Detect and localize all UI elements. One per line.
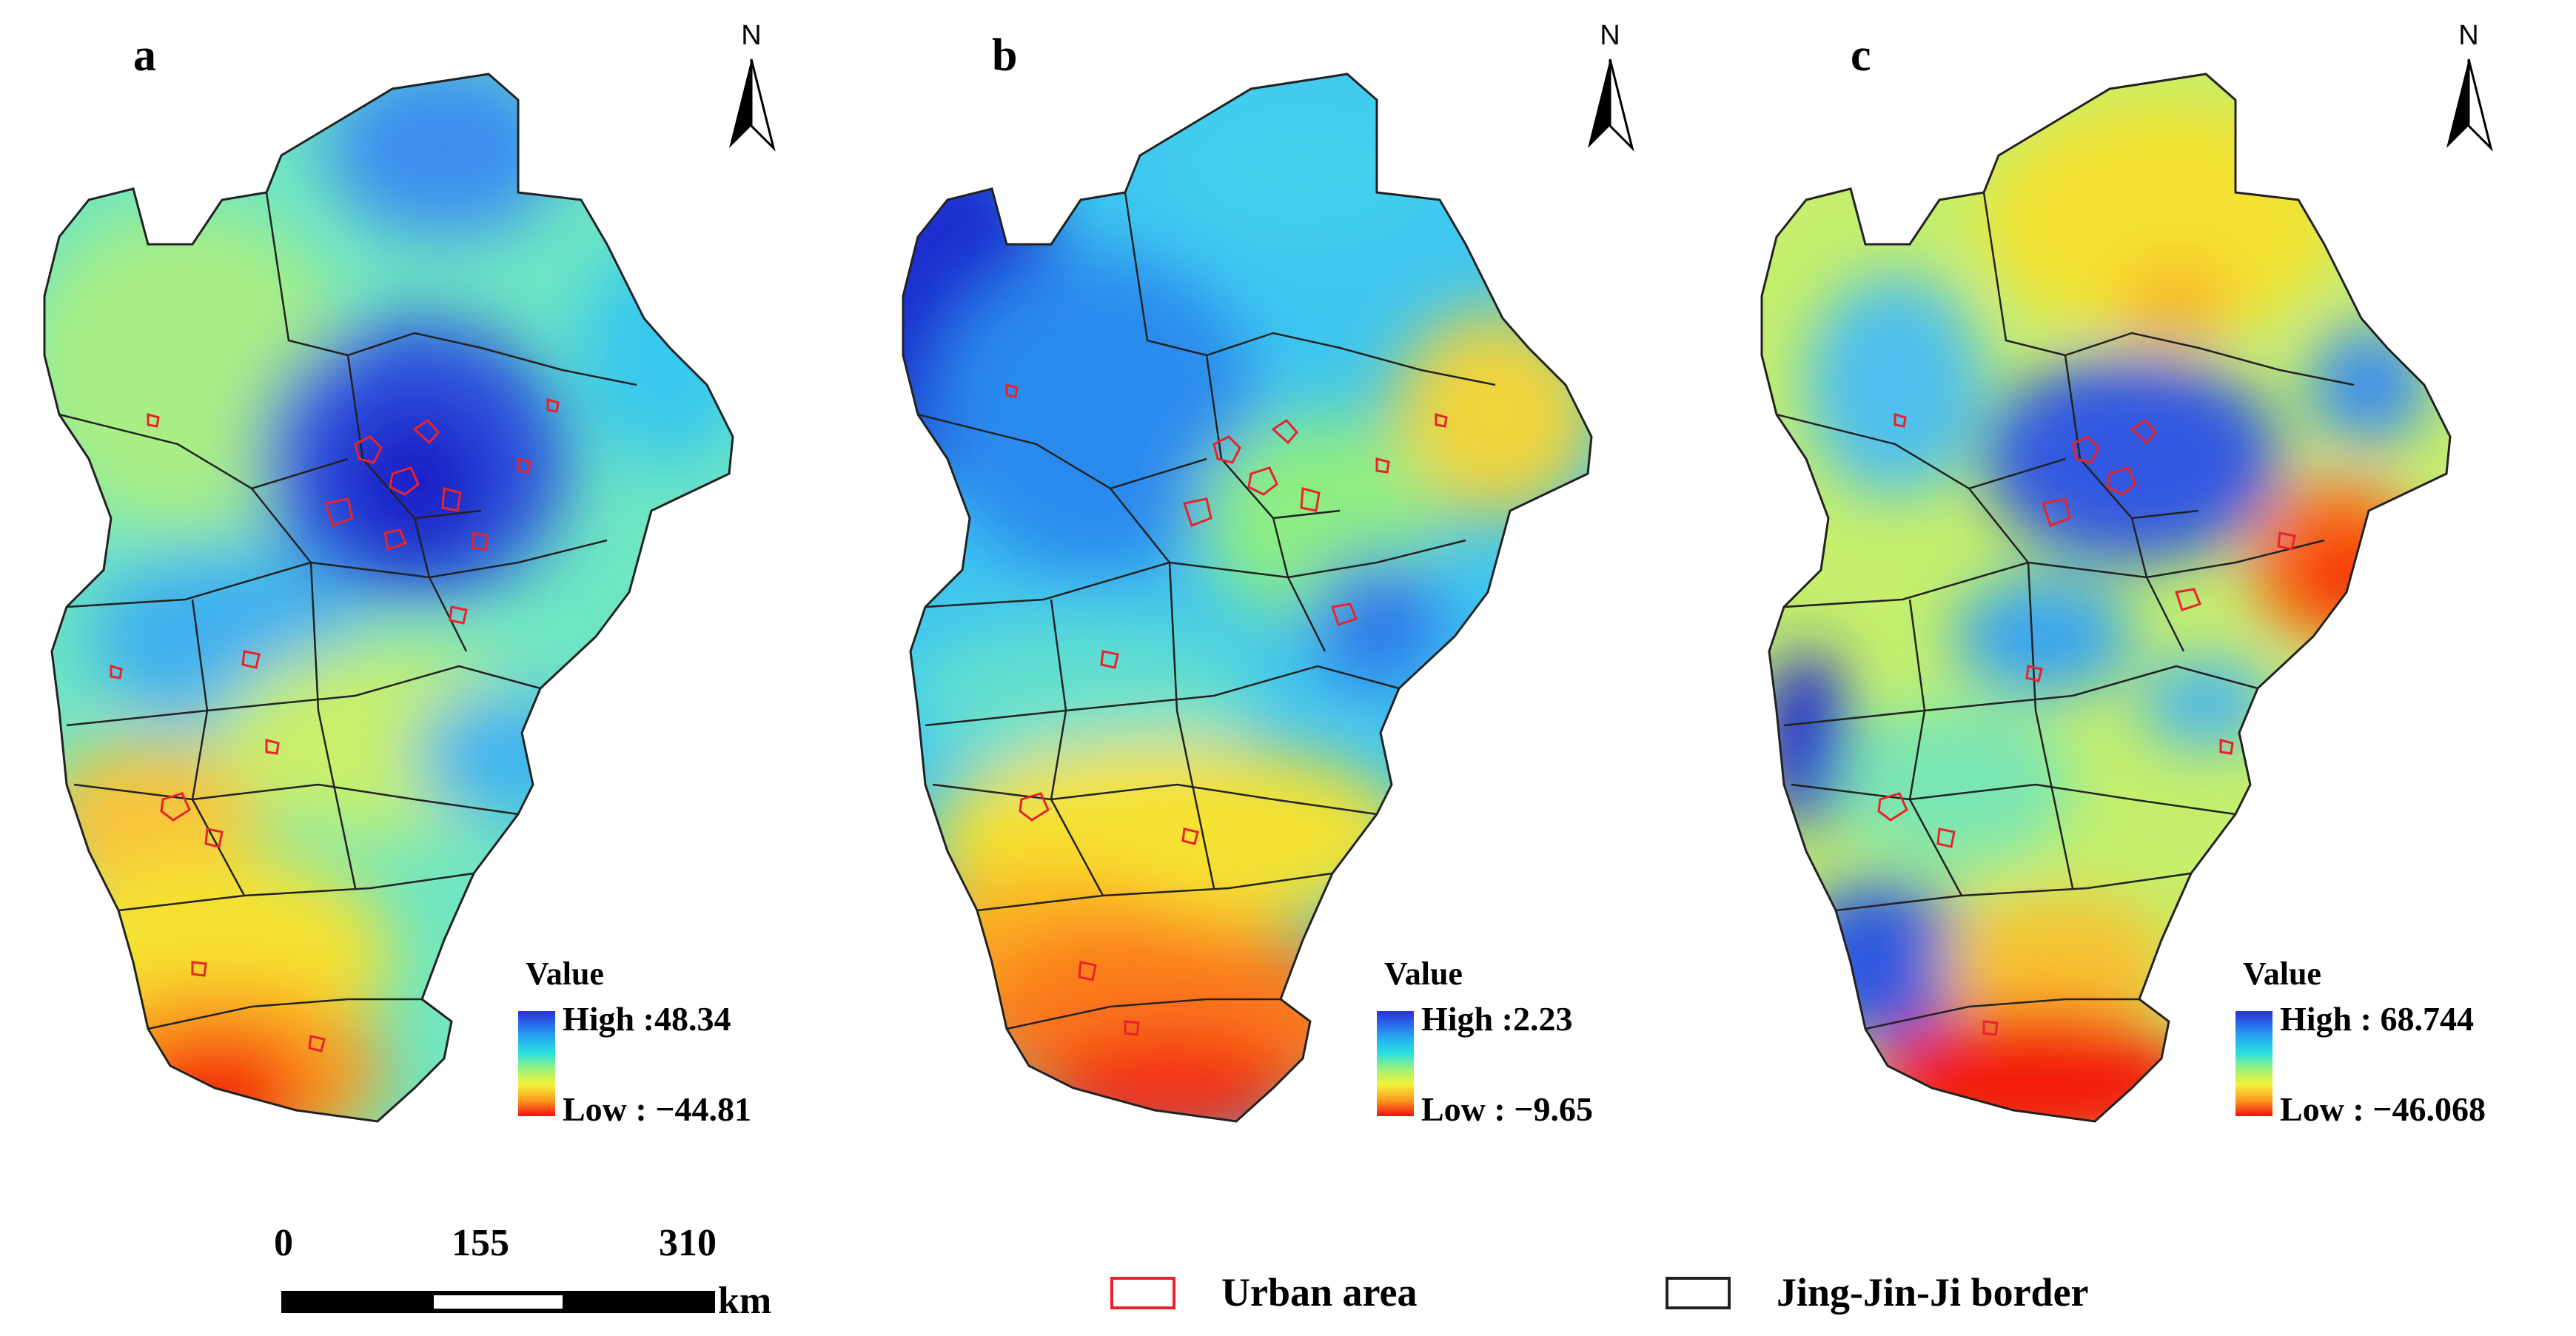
urban-area-swatch (1110, 1277, 1175, 1309)
legend-high: High :48.34 (563, 1000, 731, 1038)
scale-tick-0: 0 (274, 1222, 293, 1264)
north-arrow-icon: N (2446, 20, 2493, 152)
legend-low: Low : −9.65 (1421, 1090, 1593, 1128)
legend-title: Value (1384, 956, 1463, 992)
north-letter: N (1600, 20, 1620, 51)
heatmap-c (1760, 73, 2452, 1123)
scale-segment-black (281, 1291, 429, 1313)
legend-title: Value (526, 956, 604, 992)
panel-label: a (133, 30, 156, 81)
north-letter: N (741, 20, 761, 51)
panel-b: b N Value High :2.23 Low : −9.65 (859, 0, 1717, 1155)
north-arrow-icon: N (729, 20, 776, 152)
heatmap-a (43, 73, 734, 1123)
panel-label: c (1851, 30, 1871, 81)
panel-label: b (992, 30, 1018, 81)
legend-low: Low : −46.068 (2280, 1090, 2486, 1128)
color-ramp (1377, 1011, 1414, 1116)
scale-unit: km (718, 1280, 772, 1322)
scale-tick-310: 310 (659, 1222, 717, 1264)
scale-segment-black (567, 1291, 715, 1313)
urban-area-label: Urban area (1221, 1270, 1418, 1315)
scale-bar: 0 155 310 km (274, 1221, 799, 1325)
legend-a: Value High :48.34 Low : −44.81 (518, 955, 751, 1128)
color-ramp (2235, 1011, 2273, 1116)
legend-c: Value High : 68.744 Low : −46.068 (2235, 955, 2486, 1128)
border-swatch (1666, 1277, 1731, 1309)
legend-low: Low : −44.81 (563, 1090, 751, 1128)
panel-c: c N Value High : 68.744 Low : −46.068 (1717, 0, 2576, 1155)
north-letter: N (2458, 20, 2478, 51)
legend-b: Value High :2.23 Low : −9.65 (1377, 955, 1593, 1128)
border-label: Jing-Jin-Ji border (1777, 1270, 2089, 1315)
color-ramp (518, 1011, 555, 1116)
heatmap-b (902, 73, 1593, 1123)
scale-tick-155: 155 (452, 1222, 509, 1264)
panel-a: a N Value High :48.34 Low : −44.81 (0, 0, 859, 1155)
north-arrow-icon: N (1588, 20, 1634, 152)
legend-title: Value (2243, 956, 2321, 992)
legend-high: High :2.23 (1421, 1000, 1573, 1038)
legend-high: High : 68.744 (2280, 1000, 2474, 1038)
scale-segment-white (429, 1291, 567, 1313)
